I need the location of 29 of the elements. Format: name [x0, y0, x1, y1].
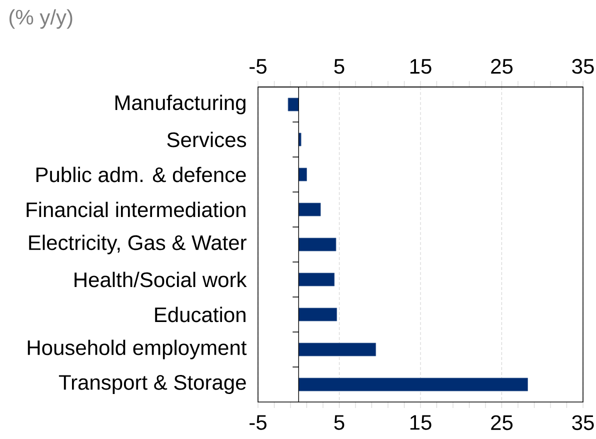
text: (% y/y): [10, 9, 72, 29]
x2-tick-label: 5: [334, 59, 344, 74]
y-tick-label: Education: [155, 306, 246, 322]
bar: [288, 98, 299, 112]
y-tick-label: Electricity, Gas & Water: [29, 234, 246, 254]
x-tick-label: 35: [572, 415, 594, 430]
bar: [298, 168, 307, 182]
x2-tick-label: 35: [572, 58, 594, 74]
y-tick-label: Manufacturing: [115, 94, 246, 114]
bar: [298, 308, 338, 322]
bar: [298, 272, 335, 286]
bar: [298, 378, 528, 392]
bar: [298, 132, 302, 146]
y-tick-label: Services: [167, 132, 246, 148]
y-tick-label: Health/Social work: [74, 272, 247, 288]
x-tick-label: 15: [410, 415, 432, 430]
y-tick-label: Household employment: [28, 340, 247, 360]
bar: [298, 342, 376, 356]
y-tick-label: Financial intermediation: [26, 202, 246, 218]
x-tick-label: 25: [491, 415, 513, 430]
y-tick-label: Transport & Storage: [58, 374, 246, 394]
x-tick-label: 5: [334, 415, 344, 430]
x2-tick-label: 25: [491, 58, 513, 74]
x2-tick-label: 15: [410, 59, 432, 74]
bar: [298, 238, 336, 252]
x-tick-label: -5: [250, 415, 266, 430]
x2-tick-label: -5: [250, 59, 266, 74]
bar: [298, 202, 321, 216]
y-tick-label: Public adm. & defence: [36, 166, 246, 182]
